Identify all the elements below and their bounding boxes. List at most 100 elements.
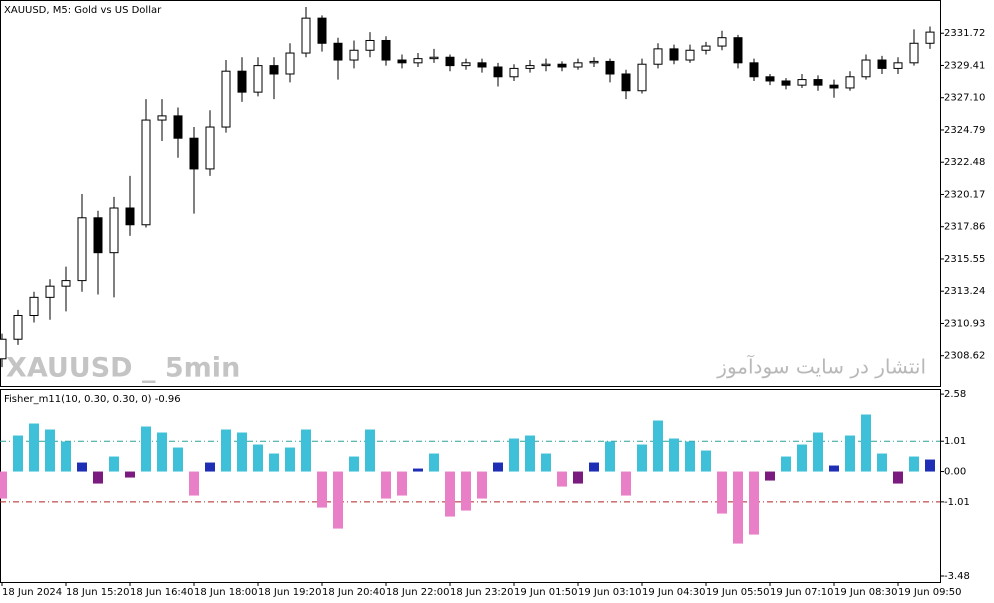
- candle-body: [349, 49, 359, 61]
- candle-body: [109, 207, 119, 254]
- bar: [61, 441, 71, 472]
- bar: [925, 459, 935, 472]
- y-tick-label: 2320.17: [944, 189, 985, 200]
- candle-body: [829, 84, 839, 89]
- bar: [653, 420, 663, 472]
- indicator-title: Fisher_m11(10, 0.30, 0.30, 0) -0.96: [4, 394, 181, 405]
- y-tick-label: 2.58: [944, 389, 966, 400]
- y-tick-label: 2322.48: [944, 157, 985, 168]
- candle-body: [653, 48, 663, 65]
- candle-body: [765, 76, 775, 82]
- bar: [0, 471, 7, 499]
- candle-body: [797, 79, 807, 86]
- bar: [749, 471, 759, 535]
- bar: [269, 453, 279, 472]
- candle-body: [93, 217, 103, 254]
- bar: [77, 462, 87, 472]
- candle-body: [493, 66, 503, 78]
- bar: [333, 471, 343, 529]
- bar: [45, 429, 55, 472]
- bar: [397, 471, 407, 496]
- candle-body: [925, 31, 935, 44]
- bar: [301, 429, 311, 472]
- candle-body: [637, 63, 647, 92]
- candle-body: [381, 39, 391, 61]
- y-tick-label: 2329.41: [944, 60, 985, 71]
- bar: [477, 471, 487, 499]
- candle-body: [253, 65, 263, 93]
- bar: [493, 462, 503, 472]
- candle-body: [125, 207, 135, 226]
- candle-body: [333, 42, 343, 61]
- x-tick-label: 19 Jun 05:50: [706, 587, 770, 598]
- bar: [429, 453, 439, 472]
- y-tick-label: 2331.72: [944, 28, 985, 39]
- bar: [765, 471, 775, 481]
- candle-body: [0, 338, 7, 360]
- bar: [317, 471, 327, 508]
- candle-body: [13, 315, 23, 340]
- candle-body: [781, 80, 791, 86]
- x-tick-label: 18 Jun 23:20: [450, 587, 514, 598]
- candle-body: [157, 115, 167, 121]
- y-tick-label: -3.48: [944, 571, 970, 582]
- bar: [877, 453, 887, 472]
- candle-body: [717, 37, 727, 47]
- candle-body: [909, 42, 919, 64]
- x-tick-label: 18 Jun 20:40: [322, 587, 386, 598]
- x-tick-label: 18 Jun 22:00: [386, 587, 450, 598]
- bar: [589, 462, 599, 472]
- bar: [93, 471, 103, 484]
- y-tick-label: 0.00: [944, 467, 966, 478]
- candle-body: [317, 17, 327, 44]
- bar: [29, 423, 39, 472]
- bar: [605, 441, 615, 472]
- bar: [621, 471, 631, 496]
- bar: [685, 441, 695, 472]
- candle-body: [29, 296, 39, 317]
- candle-body: [285, 52, 295, 75]
- y-tick-label: 2317.86: [944, 222, 985, 233]
- candle-body: [605, 60, 615, 75]
- bar: [573, 471, 583, 484]
- x-tick-label: 19 Jun 09:50: [898, 587, 962, 598]
- bar: [109, 456, 119, 472]
- bar: [365, 429, 375, 472]
- bar: [845, 435, 855, 472]
- candle-body: [669, 48, 679, 61]
- candle-body: [173, 115, 183, 139]
- candle-body: [413, 58, 423, 64]
- candle-body: [365, 39, 375, 51]
- candle-body: [461, 62, 471, 67]
- bar: [509, 438, 519, 472]
- candle-body: [733, 37, 743, 64]
- bar: [525, 435, 535, 472]
- bar: [173, 447, 183, 472]
- y-tick-label: 2308.62: [944, 351, 985, 362]
- candle-body: [589, 60, 599, 64]
- candle-body: [685, 49, 695, 61]
- candle-body: [573, 62, 583, 68]
- candle-body: [541, 63, 551, 67]
- x-tick-label: 18 Jun 18:00: [194, 587, 258, 598]
- candle-body: [61, 280, 71, 287]
- bar: [413, 468, 423, 472]
- bar: [189, 471, 199, 496]
- candle-body: [861, 59, 871, 78]
- bar: [445, 471, 455, 517]
- candle-body: [397, 59, 407, 64]
- x-tick-label: 19 Jun 07:10: [770, 587, 834, 598]
- candle-body: [189, 137, 199, 170]
- annotation: انتشار در سایت سودآموز: [716, 354, 926, 379]
- candle-body: [621, 73, 631, 92]
- bar: [253, 444, 263, 472]
- candle-body: [205, 126, 215, 170]
- bar: [557, 471, 567, 487]
- candle-body: [221, 70, 231, 128]
- candle-body: [525, 65, 535, 69]
- bar: [349, 456, 359, 472]
- candle-body: [477, 62, 487, 68]
- x-tick-label: 19 Jun 04:30: [642, 587, 706, 598]
- x-tick-label: 19 Jun 01:50: [514, 587, 578, 598]
